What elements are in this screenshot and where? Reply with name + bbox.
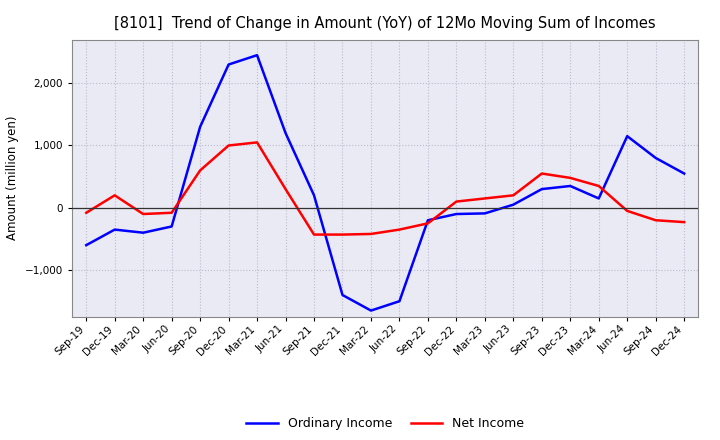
Net Income [423,221,432,226]
Ordinary Income [366,308,375,313]
Title: [8101]  Trend of Change in Amount (YoY) of 12Mo Moving Sum of Incomes: [8101] Trend of Change in Amount (YoY) o… [114,16,656,32]
Ordinary Income [139,230,148,235]
Net Income [110,193,119,198]
Ordinary Income [623,133,631,139]
Net Income [139,211,148,216]
Line: Net Income: Net Income [86,143,684,235]
Ordinary Income [652,155,660,161]
Ordinary Income [423,218,432,223]
Net Income [595,183,603,189]
Net Income [452,199,461,204]
Ordinary Income [282,130,290,136]
Net Income [366,231,375,237]
Net Income [82,210,91,216]
Net Income [253,140,261,145]
Net Income [196,168,204,173]
Ordinary Income [680,171,688,176]
Line: Ordinary Income: Ordinary Income [86,55,684,311]
Net Income [566,175,575,180]
Net Income [652,218,660,223]
Net Income [282,187,290,192]
Legend: Ordinary Income, Net Income: Ordinary Income, Net Income [241,412,529,435]
Ordinary Income [196,124,204,129]
Ordinary Income [480,211,489,216]
Net Income [623,208,631,213]
Net Income [509,193,518,198]
Ordinary Income [82,242,91,248]
Ordinary Income [395,299,404,304]
Net Income [680,220,688,225]
Ordinary Income [225,62,233,67]
Ordinary Income [338,292,347,297]
Ordinary Income [310,193,318,198]
Net Income [310,232,318,237]
Y-axis label: Amount (million yen): Amount (million yen) [6,116,19,240]
Ordinary Income [452,211,461,216]
Ordinary Income [167,224,176,229]
Ordinary Income [110,227,119,232]
Net Income [537,171,546,176]
Net Income [338,232,347,237]
Ordinary Income [537,187,546,192]
Net Income [167,210,176,216]
Net Income [480,196,489,201]
Net Income [395,227,404,232]
Net Income [225,143,233,148]
Ordinary Income [509,202,518,207]
Ordinary Income [566,183,575,189]
Ordinary Income [595,196,603,201]
Ordinary Income [253,52,261,58]
